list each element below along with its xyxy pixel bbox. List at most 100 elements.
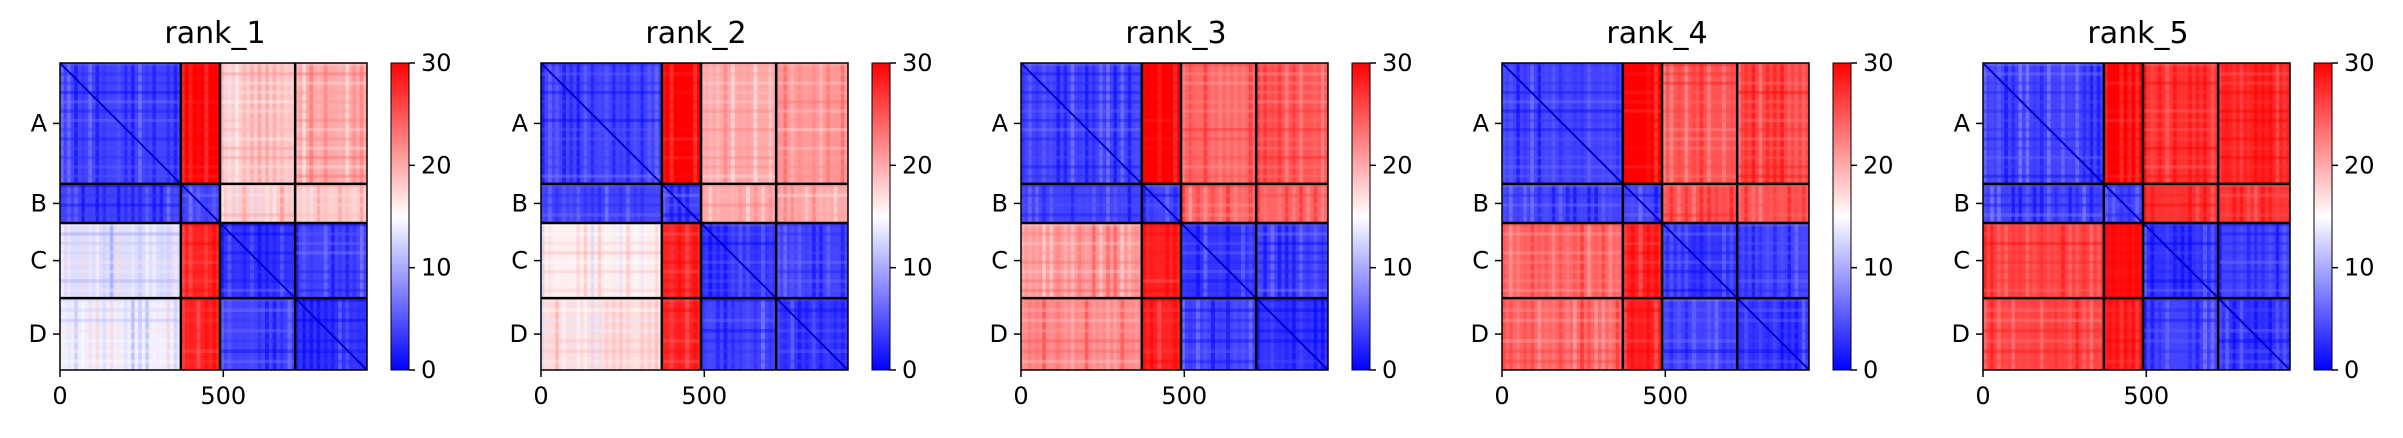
heatmap-streak	[597, 223, 602, 299]
heatmap-streak	[1106, 223, 1110, 299]
heatmap-streak	[2275, 223, 2280, 299]
heatmap-streak	[220, 63, 296, 67]
heatmap-streak	[302, 183, 306, 224]
heatmap-streak	[1601, 183, 1606, 224]
heatmap-streak	[1077, 183, 1082, 224]
heatmap-streak	[1021, 174, 1142, 178]
heatmap-streak	[783, 223, 787, 299]
heatmap-streak	[88, 298, 92, 370]
heatmap-streak	[2004, 298, 2008, 370]
heatmap-streak	[776, 174, 848, 178]
heatmap-streak	[746, 223, 750, 299]
heatmap-streak	[302, 298, 306, 370]
heatmap-streak	[1983, 109, 2104, 113]
heatmap-streak	[1320, 183, 1325, 224]
heatmap-streak	[1573, 223, 1577, 299]
colorbar-tick-label: 30	[1863, 49, 1894, 77]
heatmap-streak	[331, 183, 335, 224]
heatmap-streak	[1773, 63, 1777, 184]
heatmap-streak	[1021, 269, 1142, 274]
heatmap-streak	[1021, 339, 1142, 343]
heatmap-streak	[640, 223, 645, 299]
heatmap-streak	[220, 128, 296, 132]
heatmap-streak	[776, 288, 848, 293]
heatmap-streak	[1256, 203, 1328, 207]
heatmap-streak	[2188, 183, 2192, 224]
heatmap-streak	[1181, 128, 1257, 132]
heatmap-streak	[1630, 63, 1635, 184]
heatmap-streak	[661, 328, 702, 333]
heatmap-streak	[166, 298, 171, 370]
heatmap-streak	[323, 183, 328, 224]
heatmap-streak	[2218, 174, 2290, 178]
heatmap-streak	[819, 298, 823, 370]
heatmap-streak	[701, 318, 777, 323]
heatmap-streak	[109, 298, 114, 370]
heatmap-streak	[359, 63, 364, 184]
heatmap-streak	[1149, 223, 1154, 299]
heatmap-streak	[2225, 298, 2229, 370]
heatmap-streak	[88, 63, 92, 184]
heatmap-streak	[1983, 232, 2104, 236]
heatmap-streak	[2075, 183, 2079, 224]
heatmap-streak	[1226, 298, 1230, 370]
heatmap-streak	[2218, 223, 2222, 299]
heatmap-streak	[316, 223, 321, 299]
heatmap-streak	[2119, 223, 2124, 299]
heatmap-streak	[2018, 223, 2023, 299]
heatmap-streak	[1256, 81, 1328, 85]
heatmap-streak	[1141, 349, 1182, 354]
heatmap-streak	[295, 165, 367, 169]
heatmap-streak	[1587, 183, 1591, 224]
colorbar-gradient	[1351, 62, 1371, 371]
heatmap-streak	[1021, 288, 1142, 293]
heatmap-streak	[1737, 63, 1741, 184]
heatmap-streak	[2218, 288, 2290, 293]
x-tick-label: 500	[2123, 382, 2169, 410]
heatmap-streak	[776, 260, 848, 264]
heatmap-streak	[1990, 63, 1994, 184]
heatmap-streak	[1241, 63, 1245, 184]
heatmap-streak	[180, 223, 185, 299]
heatmap-streak	[74, 298, 78, 370]
heatmap-streak	[227, 63, 232, 184]
heatmap-streak	[1021, 298, 1142, 302]
heatmap-streak	[1662, 298, 1738, 302]
heatmap-streak	[295, 146, 367, 150]
heatmap-streak	[74, 183, 78, 224]
heatmap-streak	[1188, 183, 1193, 224]
heatmap-streak	[1021, 260, 1142, 264]
heatmap-streak	[548, 223, 552, 299]
heatmap-streak	[1141, 298, 1182, 302]
heatmap-streak	[2143, 193, 2219, 198]
heatmap-streak	[295, 90, 367, 95]
heatmap-streak	[60, 63, 64, 184]
heatmap-streak	[2018, 183, 2023, 224]
heatmap-streak	[212, 183, 217, 224]
heatmap-streak	[1737, 328, 1809, 333]
heatmap-streak	[2143, 213, 2219, 217]
heatmap-streak	[1622, 193, 1663, 198]
heatmap-streak	[2046, 183, 2051, 224]
heatmap-streak	[1737, 298, 1809, 302]
heatmap-streak	[1165, 183, 1170, 224]
heatmap-streak	[761, 223, 765, 299]
heatmap-streak	[1141, 241, 1182, 246]
heatmap-streak	[2246, 63, 2251, 184]
heatmap-streak	[1113, 63, 1117, 184]
heatmap-streak	[819, 63, 823, 184]
heatmap-streak	[2111, 223, 2116, 299]
heatmap-streak	[661, 81, 702, 85]
heatmap-streak	[1662, 241, 1738, 246]
heatmap-streak	[548, 298, 552, 370]
heatmap-streak	[2143, 146, 2219, 150]
heatmap-streak	[833, 298, 838, 370]
heatmap-streak	[1181, 165, 1257, 169]
heatmap-streak	[2068, 298, 2072, 370]
heatmap-streak	[1744, 223, 1748, 299]
heatmap-streak	[1622, 359, 1663, 364]
heatmap-streak	[1983, 288, 2104, 293]
heatmap-streak	[2054, 63, 2058, 184]
heatmap-streak	[1173, 298, 1178, 370]
heatmap-streak	[1035, 183, 1039, 224]
